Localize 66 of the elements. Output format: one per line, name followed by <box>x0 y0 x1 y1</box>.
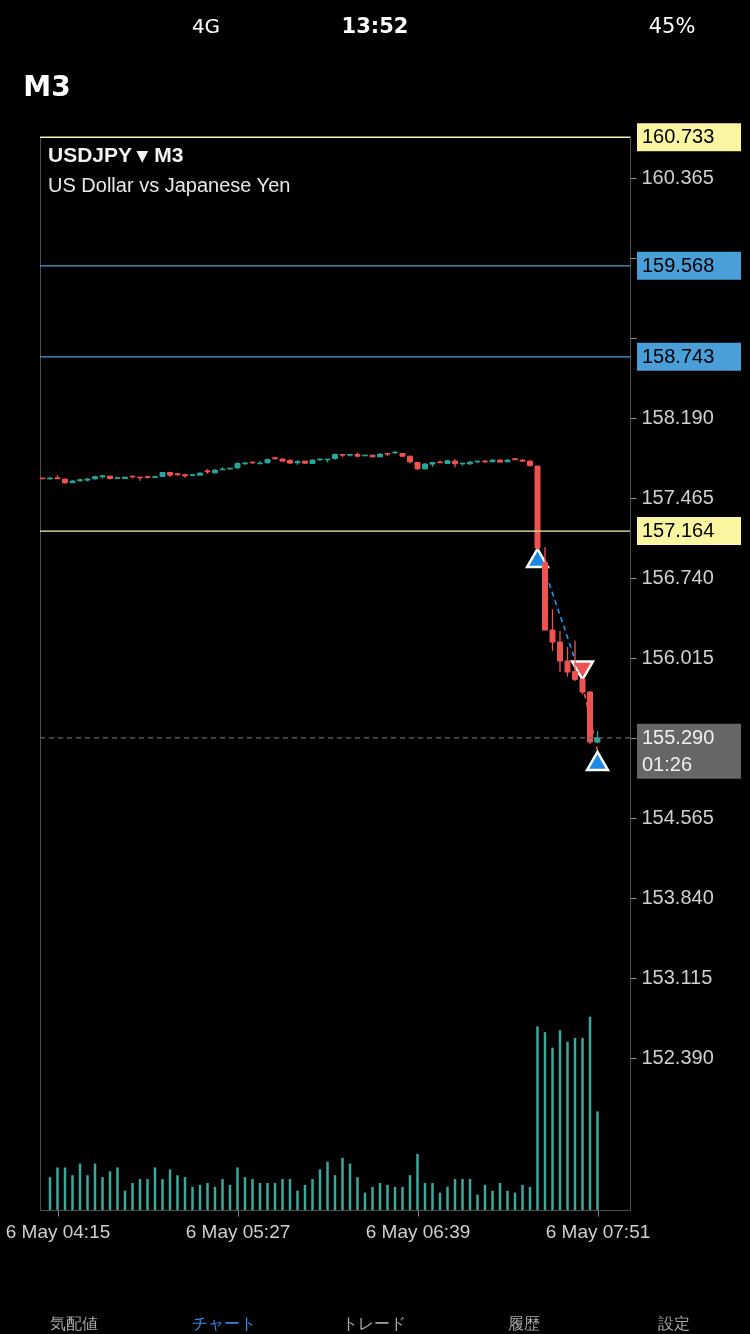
text: チャート <box>192 1314 256 1333</box>
chart-title: USDJPY ▾ M3 <box>48 143 184 166</box>
ref-line-label: 160.733 <box>642 125 715 148</box>
bar <box>446 1186 449 1210</box>
x-tick-label: 6 May 04:15 <box>5 1220 111 1242</box>
bar <box>551 1047 554 1210</box>
bar <box>101 1177 104 1210</box>
y-tick-label: 153.115 <box>641 966 713 989</box>
bar <box>116 1167 119 1210</box>
text: M3 <box>23 70 71 103</box>
bar <box>281 1179 284 1210</box>
bar <box>71 1175 74 1210</box>
y-tick-label: 158.190 <box>641 406 714 429</box>
y-tick-label: 156.740 <box>641 566 714 589</box>
bar <box>191 1186 194 1210</box>
bar <box>86 1175 89 1210</box>
text: US Dollar vs Japanese Yen <box>48 174 291 196</box>
bar <box>266 1182 269 1210</box>
y-tick-label: 157.465 <box>641 486 714 509</box>
bar <box>311 1179 314 1210</box>
y-tick-label: 160.365 <box>641 166 714 189</box>
bar <box>416 1153 419 1210</box>
x-tick-label: 6 May 06:39 <box>365 1220 471 1242</box>
text: 13:52 <box>341 14 409 38</box>
bar <box>491 1190 494 1210</box>
bar <box>296 1190 299 1210</box>
text: 45% <box>648 14 696 38</box>
bar <box>161 1179 164 1210</box>
y-tick-label: 154.565 <box>641 806 714 829</box>
text: 履歴 <box>508 1314 540 1333</box>
bar <box>566 1041 569 1210</box>
y-tick-label: 156.015 <box>641 646 714 669</box>
bar <box>146 1179 149 1210</box>
text: 4G <box>191 14 221 38</box>
bar <box>206 1182 209 1210</box>
y-tick-label: 152.390 <box>641 1046 714 1069</box>
y-tick-label: 153.840 <box>641 886 714 909</box>
text: 気配値 <box>50 1314 98 1333</box>
bar <box>236 1167 239 1210</box>
bar <box>356 1177 359 1210</box>
bar <box>476 1194 479 1210</box>
bar <box>401 1186 404 1210</box>
bar <box>221 1179 224 1210</box>
bar <box>56 1167 59 1210</box>
bar <box>176 1175 179 1210</box>
ref-line-label: 159.568 <box>642 253 715 276</box>
bar <box>386 1184 389 1210</box>
bar <box>251 1179 254 1210</box>
text: トレード <box>342 1314 406 1333</box>
bar <box>341 1157 344 1210</box>
bar <box>506 1190 509 1210</box>
bar <box>596 1111 599 1210</box>
text: 設定 <box>658 1314 690 1333</box>
ref-line-label: 158.743 <box>642 344 715 367</box>
ref-line-label: 157.164 <box>642 519 715 542</box>
x-tick-label: 6 May 07:51 <box>545 1220 651 1242</box>
bar <box>371 1186 374 1210</box>
bar <box>326 1161 329 1210</box>
bar <box>131 1182 134 1210</box>
bar <box>431 1182 434 1210</box>
bar <box>536 1026 539 1210</box>
bar <box>581 1037 584 1210</box>
bar <box>521 1184 524 1210</box>
ref-line-label: 155.290 01:26 <box>642 725 715 775</box>
bar <box>461 1179 464 1210</box>
x-tick-label: 6 May 05:27 <box>185 1220 291 1242</box>
